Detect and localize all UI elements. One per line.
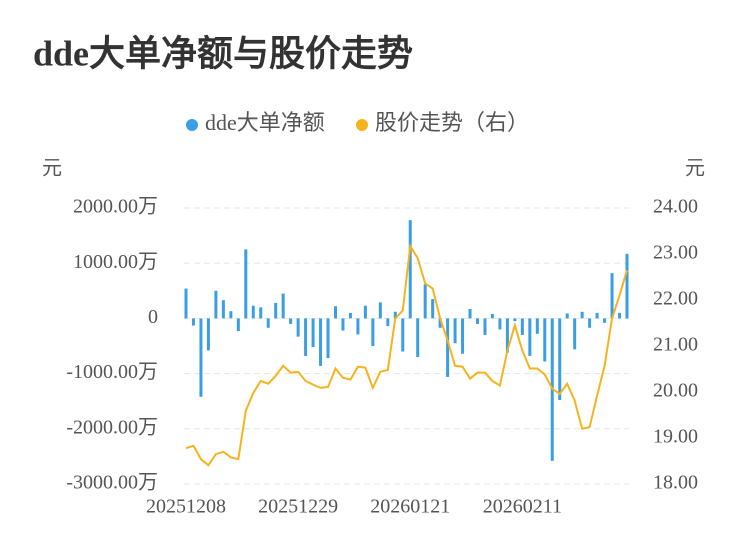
bar <box>401 318 405 352</box>
bar <box>319 318 323 366</box>
x-tick-label: 20251208 <box>146 496 226 518</box>
bar <box>341 318 345 331</box>
bar <box>393 311 397 319</box>
y2-tick-label: 20.00 <box>653 380 698 402</box>
bar <box>483 318 487 335</box>
bar <box>446 318 450 377</box>
y2-tick-label: 23.00 <box>653 242 698 264</box>
bar <box>274 302 278 319</box>
y-tick-label: 0 <box>148 306 158 328</box>
bar <box>371 318 375 346</box>
bar <box>206 318 210 351</box>
bar <box>191 318 195 326</box>
bar <box>378 302 382 319</box>
bar <box>184 288 188 319</box>
price-line <box>185 243 628 467</box>
bar <box>408 220 412 319</box>
bar <box>438 318 442 328</box>
bar <box>461 318 465 354</box>
y2-axis-label: 元 <box>685 158 705 180</box>
bar <box>535 318 539 334</box>
x-tick-label: 20251229 <box>258 496 338 518</box>
bar <box>573 318 577 350</box>
y2-tick-label: 24.00 <box>653 196 698 218</box>
bar <box>513 318 517 322</box>
y2-tick-label: 21.00 <box>653 334 698 356</box>
bar <box>528 318 532 356</box>
bar <box>490 313 494 319</box>
legend-marker <box>356 119 368 131</box>
x-tick-label: 20260211 <box>483 496 562 518</box>
bar <box>311 318 315 348</box>
bar <box>281 293 285 319</box>
bar <box>476 318 480 324</box>
bar <box>333 306 337 319</box>
bar <box>431 299 435 319</box>
bar <box>565 313 569 319</box>
y-tick-label: -2000.00万 <box>66 416 158 438</box>
bar <box>266 318 270 328</box>
bar <box>558 318 562 401</box>
bar <box>244 249 248 319</box>
y2-tick-label: 18.00 <box>653 472 698 494</box>
y-tick-label: -1000.00万 <box>66 361 158 383</box>
bar <box>348 312 352 319</box>
y-tick-label: -3000.00万 <box>66 472 158 494</box>
bar <box>304 318 308 356</box>
bar <box>356 318 360 335</box>
legend-label: dde大单净额 <box>205 110 325 135</box>
bar <box>468 309 472 319</box>
bar <box>326 318 330 359</box>
bar <box>603 318 607 323</box>
bar <box>221 300 225 319</box>
y-axis-label: 元 <box>42 158 62 180</box>
y2-tick-label: 22.00 <box>653 288 698 310</box>
bar <box>595 312 599 319</box>
bar <box>543 318 547 362</box>
legend-marker <box>186 119 198 131</box>
bar <box>386 318 390 327</box>
bar <box>625 253 629 319</box>
bar <box>453 318 457 344</box>
bar <box>416 318 420 358</box>
y2-tick-label: 19.00 <box>653 426 698 448</box>
bar <box>580 311 584 319</box>
bar <box>588 318 592 328</box>
bar <box>229 311 233 319</box>
bar <box>236 318 240 332</box>
y-tick-label: 1000.00万 <box>73 251 158 273</box>
bar <box>423 284 427 319</box>
bar <box>199 318 203 397</box>
bar <box>610 273 614 319</box>
legend-label: 股价走势（右） <box>375 110 529 135</box>
bar <box>363 305 367 319</box>
bar <box>296 318 300 337</box>
bar <box>251 305 255 319</box>
bar <box>520 318 524 335</box>
x-tick-label: 20260121 <box>370 496 450 518</box>
bar <box>289 318 293 324</box>
y-tick-label: 2000.00万 <box>73 196 158 218</box>
bar <box>498 318 502 330</box>
bar <box>259 307 263 319</box>
chart-title: dde大单净额与股价走势 <box>33 33 413 73</box>
bar <box>505 318 509 353</box>
bar <box>618 312 622 319</box>
bar <box>214 290 218 319</box>
